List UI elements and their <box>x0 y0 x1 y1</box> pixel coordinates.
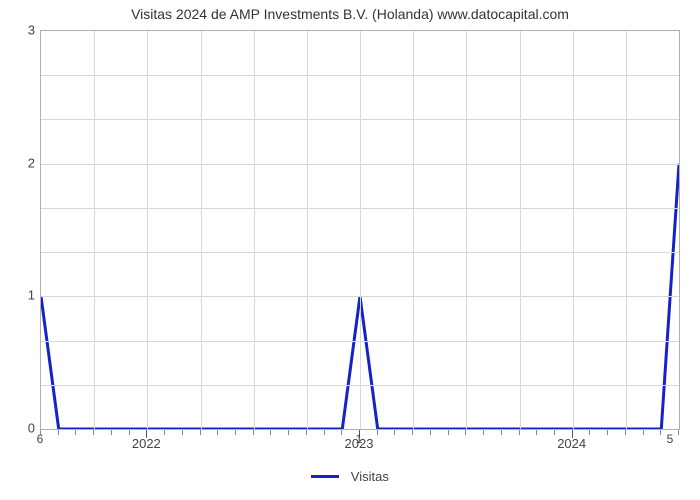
x-minor-tick <box>341 430 342 435</box>
datapoint-label: 1 <box>356 432 363 446</box>
x-minor-tick <box>678 430 679 435</box>
x-minor-tick <box>235 430 236 435</box>
grid-vline <box>147 31 148 429</box>
grid-hline <box>41 208 679 209</box>
x-minor-tick <box>129 430 130 435</box>
x-minor-tick <box>430 430 431 435</box>
grid-hline <box>41 296 679 297</box>
legend: Visitas <box>0 468 700 484</box>
x-minor-tick <box>164 430 165 435</box>
grid-hline <box>41 341 679 342</box>
grid-hline <box>41 164 679 165</box>
x-tick-label: 2024 <box>557 436 586 451</box>
x-minor-tick <box>253 430 254 435</box>
x-minor-tick <box>589 430 590 435</box>
x-minor-tick <box>625 430 626 435</box>
x-minor-tick <box>394 430 395 435</box>
x-minor-tick <box>75 430 76 435</box>
grid-hline <box>41 385 679 386</box>
x-minor-tick <box>306 430 307 435</box>
x-minor-tick <box>182 430 183 435</box>
x-minor-tick <box>217 430 218 435</box>
grid-vline <box>520 31 521 429</box>
x-minor-tick <box>483 430 484 435</box>
x-minor-tick <box>465 430 466 435</box>
chart-title: Visitas 2024 de AMP Investments B.V. (Ho… <box>0 6 700 22</box>
x-minor-tick <box>270 430 271 435</box>
grid-vline <box>94 31 95 429</box>
x-minor-tick <box>607 430 608 435</box>
grid-vline <box>307 31 308 429</box>
x-minor-tick <box>111 430 112 435</box>
grid-vline <box>360 31 361 429</box>
x-minor-tick <box>377 430 378 435</box>
x-minor-tick <box>200 430 201 435</box>
y-tick-label: 1 <box>5 288 35 303</box>
x-minor-tick <box>643 430 644 435</box>
datapoint-label: 6 <box>37 432 44 446</box>
x-minor-tick <box>519 430 520 435</box>
legend-swatch <box>311 475 339 478</box>
y-tick-label: 3 <box>5 23 35 38</box>
plot-area <box>40 30 680 430</box>
grid-vline <box>254 31 255 429</box>
grid-hline <box>41 119 679 120</box>
grid-vline <box>626 31 627 429</box>
grid-vline <box>413 31 414 429</box>
x-minor-tick <box>536 430 537 435</box>
x-minor-tick <box>412 430 413 435</box>
grid-vline <box>466 31 467 429</box>
legend-label: Visitas <box>351 469 389 484</box>
x-minor-tick <box>324 430 325 435</box>
x-minor-tick <box>58 430 59 435</box>
grid-hline <box>41 75 679 76</box>
y-tick-label: 2 <box>5 155 35 170</box>
x-minor-tick <box>448 430 449 435</box>
x-minor-tick <box>660 430 661 435</box>
grid-vline <box>201 31 202 429</box>
x-tick-label: 2022 <box>132 436 161 451</box>
x-minor-tick <box>288 430 289 435</box>
y-tick-label: 0 <box>5 421 35 436</box>
grid-vline <box>573 31 574 429</box>
x-minor-tick <box>501 430 502 435</box>
datapoint-label: 5 <box>667 432 674 446</box>
chart-container: Visitas 2024 de AMP Investments B.V. (Ho… <box>0 0 700 500</box>
x-minor-tick <box>93 430 94 435</box>
grid-hline <box>41 252 679 253</box>
x-minor-tick <box>554 430 555 435</box>
